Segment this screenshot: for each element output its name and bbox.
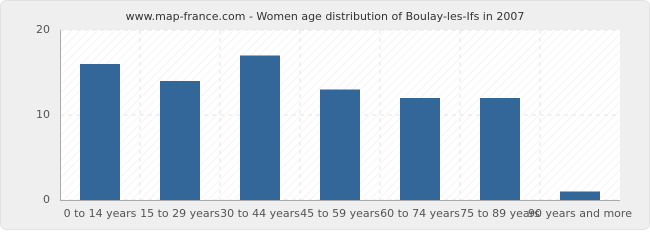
bar: [320, 89, 360, 200]
x-tick-label: 0 to 14 years: [64, 207, 137, 220]
bar: [160, 81, 200, 200]
bar: [80, 64, 120, 200]
chart: www.map-france.com - Women age distribut…: [0, 0, 650, 230]
x-tick-label: 30 to 44 years: [220, 207, 300, 220]
x-tick-label: 90 years and more: [528, 207, 632, 220]
bar: [240, 55, 280, 200]
bar: [560, 191, 600, 200]
chart-title: www.map-france.com - Women age distribut…: [126, 10, 525, 23]
x-tick-label: 45 to 59 years: [300, 207, 380, 220]
y-tick-label: 20: [36, 23, 50, 36]
bar: [480, 98, 520, 200]
y-tick-label: 0: [43, 193, 50, 206]
bar: [400, 98, 440, 200]
x-tick-label: 60 to 74 years: [380, 207, 460, 220]
x-tick-label: 75 to 89 years: [460, 207, 540, 220]
x-tick-label: 15 to 29 years: [140, 207, 220, 220]
y-tick-label: 10: [36, 108, 50, 121]
